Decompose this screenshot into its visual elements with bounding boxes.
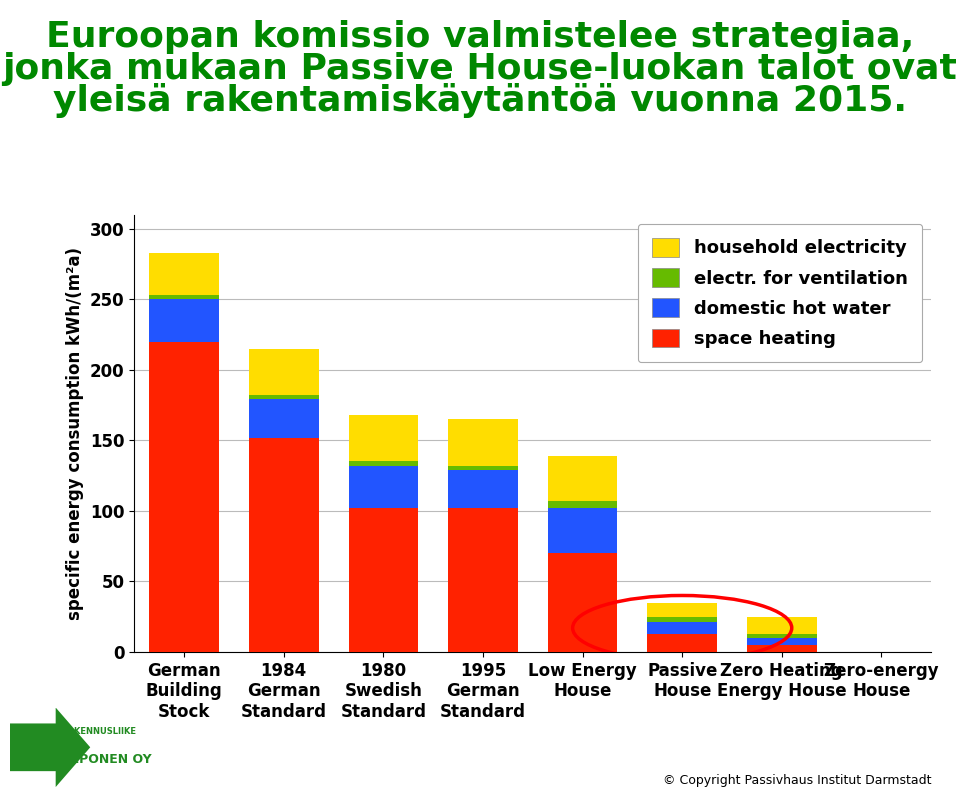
Bar bbox=[747, 638, 817, 645]
Bar bbox=[150, 299, 219, 342]
Bar bbox=[448, 470, 517, 508]
Bar bbox=[448, 508, 517, 652]
Bar bbox=[747, 617, 817, 634]
Bar bbox=[348, 508, 419, 652]
Bar bbox=[647, 603, 717, 617]
Bar bbox=[249, 349, 319, 395]
Bar bbox=[348, 415, 419, 461]
Bar bbox=[548, 501, 617, 508]
Bar bbox=[249, 437, 319, 652]
Bar bbox=[150, 295, 219, 299]
Bar bbox=[548, 508, 617, 553]
Bar bbox=[249, 395, 319, 399]
Bar bbox=[647, 617, 717, 622]
Bar bbox=[548, 553, 617, 652]
Bar bbox=[249, 399, 319, 437]
Text: REPONEN OY: REPONEN OY bbox=[61, 753, 152, 766]
Bar bbox=[150, 342, 219, 652]
Bar bbox=[747, 634, 817, 638]
Text: RAKENNUSLIIKE: RAKENNUSLIIKE bbox=[61, 727, 136, 736]
Text: Euroopan komissio valmistelee strategiaa,: Euroopan komissio valmistelee strategiaa… bbox=[46, 20, 914, 54]
Bar bbox=[150, 253, 219, 295]
Text: © Copyright Passivhaus Institut Darmstadt: © Copyright Passivhaus Institut Darmstad… bbox=[662, 774, 931, 787]
Bar bbox=[747, 645, 817, 652]
Text: yleisä rakentamiskäytäntöä vuonna 2015.: yleisä rakentamiskäytäntöä vuonna 2015. bbox=[53, 83, 907, 118]
Polygon shape bbox=[10, 708, 90, 787]
Bar bbox=[348, 466, 419, 508]
Bar bbox=[448, 466, 517, 470]
Legend: household electricity, electr. for ventilation, domestic hot water, space heatin: household electricity, electr. for venti… bbox=[637, 223, 923, 363]
Bar bbox=[448, 419, 517, 466]
Y-axis label: specific energy consumption kWh/(m²a): specific energy consumption kWh/(m²a) bbox=[66, 246, 84, 620]
Bar bbox=[647, 634, 717, 652]
Text: jonka mukaan Passive House-luokan talot ovat: jonka mukaan Passive House-luokan talot … bbox=[3, 52, 957, 86]
Bar bbox=[548, 456, 617, 501]
Bar bbox=[647, 622, 717, 634]
Bar bbox=[348, 461, 419, 466]
